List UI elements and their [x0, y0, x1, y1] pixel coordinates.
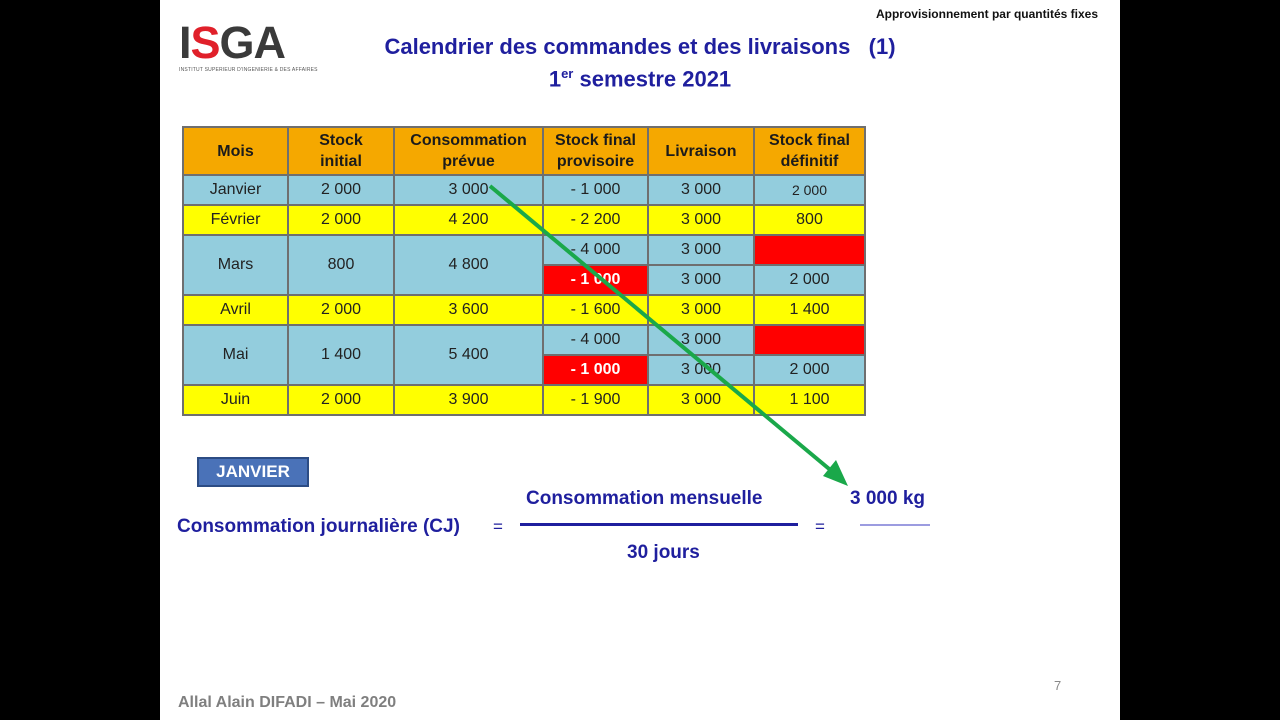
isga-logo: ISGA INSTITUT SUPERIEUR D'INGENIERIE & D…	[179, 17, 318, 74]
month-badge: JANVIER	[197, 457, 309, 487]
formula-result: 3 000 kg	[850, 488, 925, 509]
stockout-value: - 1 000	[542, 354, 649, 386]
fraction-bar	[520, 523, 798, 526]
formula-denominator: 30 jours	[627, 542, 700, 563]
table-row: Janvier 2 000 3 000 - 1 000 3 000 2 000	[182, 174, 866, 206]
table-row: Mars 800 4 800 - 4 000 3 000	[182, 234, 866, 296]
header-consommation: Consommation prévue	[393, 126, 544, 176]
formula-equals-2: =	[815, 517, 825, 536]
header-stock-initial: Stock initial	[287, 126, 395, 176]
slide-subtitle: 1er semestre 2021	[548, 66, 732, 92]
table-row: Mai 1 400 5 400 - 4 000 3 000	[182, 324, 866, 386]
formula-lhs: Consommation journalière (CJ)	[177, 516, 460, 537]
formula-numerator: Consommation mensuelle	[526, 488, 763, 509]
formula-equals-1: =	[493, 517, 503, 536]
stockout-cell	[753, 324, 866, 356]
stockout-cell	[753, 234, 866, 266]
result-underline	[860, 524, 930, 526]
calendar-table: Mois Stock initial Consommation prévue Sto…	[182, 126, 866, 416]
table-row: Avril 2 000 3 600 - 1 600 3 000 1 400	[182, 294, 866, 326]
footer-author: Allal Alain DIFADI – Mai 2020	[178, 694, 397, 711]
slide-title: Calendrier des commandes et des livraiso…	[384, 34, 896, 59]
green-arrow-icon	[488, 184, 848, 486]
stockout-value: - 1 000	[542, 264, 649, 296]
page-number: 7	[1054, 678, 1062, 693]
table-header-row: Mois Stock initial Consommation prévue Sto…	[182, 126, 866, 176]
header-livraison: Livraison	[647, 126, 755, 176]
table-row: Juin 2 000 3 900 - 1 900 3 000 1 100	[182, 384, 866, 416]
slide: Approvisionnement par quantités fixes IS…	[160, 0, 1120, 720]
header-stock-final-provisoire: Stock final provisoire	[542, 126, 649, 176]
header-mois: Mois	[182, 126, 289, 176]
header-stock-final-definitif: Stock final définitif	[753, 126, 866, 176]
table-row: Février 2 000 4 200 - 2 200 3 000 800	[182, 204, 866, 236]
header-note: Approvisionnement par quantités fixes	[875, 7, 1098, 21]
